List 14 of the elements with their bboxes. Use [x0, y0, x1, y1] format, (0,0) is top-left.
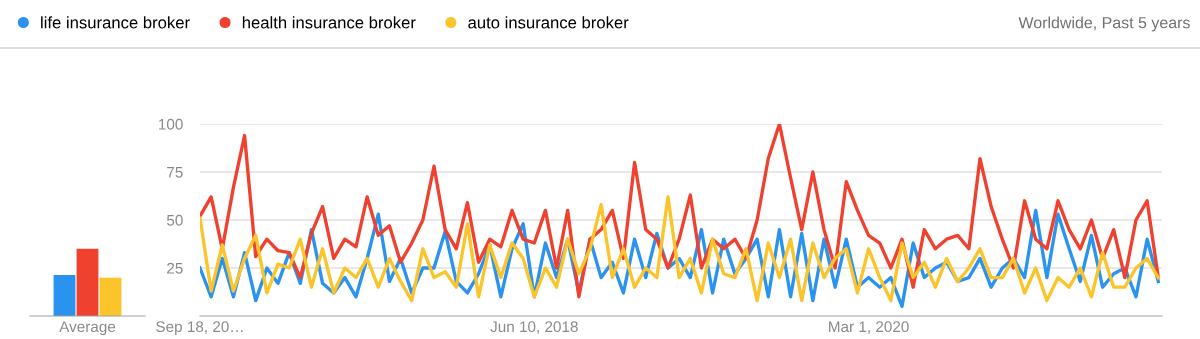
y-tick-label: 25 — [167, 262, 183, 274]
x-tick-label: Jun 10, 2018 — [490, 321, 578, 334]
y-tick-label: 50 — [166, 214, 183, 226]
line-series — [200, 195, 1160, 303]
legend-label: auto insurance broker — [468, 16, 629, 29]
y-tick-label: 100 — [159, 118, 183, 130]
line-series — [200, 124, 1160, 299]
chart-subtitle: Worldwide, Past 5 years — [1018, 16, 1190, 32]
x-tick-label: Mar 1, 2020 — [829, 321, 909, 334]
x-tick-label: Sep 18, 20… — [156, 321, 243, 336]
y-tick-label: 75 — [167, 167, 183, 178]
legend-label: life insurance broker — [41, 16, 190, 29]
x-tick-label: Average — [59, 321, 116, 336]
legend-label: health insurance broker — [242, 16, 416, 29]
